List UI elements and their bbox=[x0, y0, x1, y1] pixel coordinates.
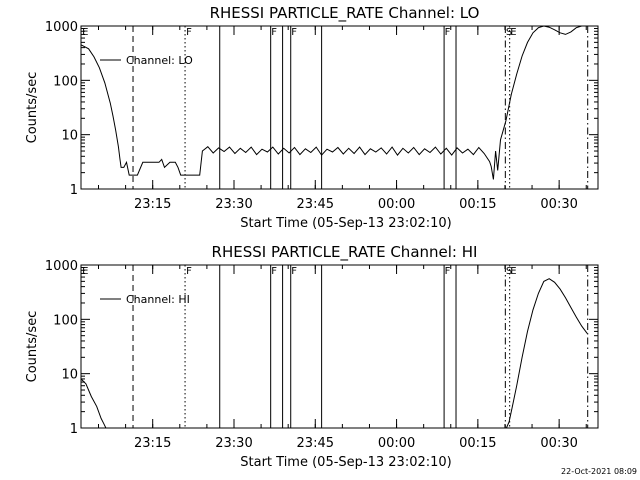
event-flag: F bbox=[291, 27, 297, 38]
chart-title: RHESSI PARTICLE_RATE Channel: LO bbox=[210, 4, 480, 23]
series-line bbox=[80, 25, 588, 180]
x-tick-label: 00:00 bbox=[378, 436, 415, 451]
x-tick-label: 23:45 bbox=[297, 197, 334, 212]
event-flag: F bbox=[291, 266, 297, 277]
y-tick-label: 1 bbox=[70, 422, 78, 437]
x-tick-label: 23:15 bbox=[134, 436, 171, 451]
legend-label: Channel: HI bbox=[126, 293, 190, 306]
event-flag: E bbox=[510, 27, 516, 38]
event-flag: S bbox=[506, 27, 512, 38]
y-tick-label: 100 bbox=[53, 313, 78, 328]
y-tick-label: 10 bbox=[61, 129, 78, 144]
event-flag: F bbox=[445, 27, 451, 38]
event-flag: F bbox=[271, 266, 277, 277]
x-tick-label: 00:30 bbox=[540, 197, 577, 212]
x-tick-label: 23:30 bbox=[215, 436, 252, 451]
x-tick-label: 23:30 bbox=[215, 197, 252, 212]
x-tick-label: 23:45 bbox=[297, 436, 334, 451]
legend-label: Channel: LO bbox=[126, 54, 193, 67]
x-axis-label: Start Time (05-Sep-13 23:02:10) bbox=[240, 455, 451, 470]
chart-panel-hi: RHESSI PARTICLE_RATE Channel: HI 1 10 100 10… bbox=[25, 243, 599, 470]
series-line bbox=[505, 278, 588, 429]
x-tick-label: 23:15 bbox=[134, 197, 171, 212]
x-axis-label: Start Time (05-Sep-13 23:02:10) bbox=[240, 216, 451, 231]
chart-title: RHESSI PARTICLE_RATE Channel: HI bbox=[212, 243, 478, 262]
event-flag: F bbox=[271, 27, 277, 38]
event-flag: F bbox=[186, 266, 192, 277]
x-tick-label: 00:15 bbox=[459, 197, 496, 212]
plot-frame bbox=[80, 264, 599, 429]
event-flag: E bbox=[82, 266, 88, 277]
y-tick-label: 10 bbox=[61, 368, 78, 383]
x-tick-label: 00:30 bbox=[540, 436, 577, 451]
series-line bbox=[80, 378, 107, 429]
event-flag: S bbox=[506, 266, 512, 277]
y-tick-label: 1 bbox=[70, 183, 78, 198]
y-axis-label: Counts/sec bbox=[25, 72, 40, 144]
event-flag: F bbox=[186, 27, 192, 38]
x-tick-label: 00:00 bbox=[378, 197, 415, 212]
y-tick-label: 1000 bbox=[45, 20, 78, 35]
y-tick-label: 1000 bbox=[45, 259, 78, 274]
x-tick-label: 00:15 bbox=[459, 436, 496, 451]
plot-frame bbox=[80, 25, 599, 190]
timestamp-footer: 22-Oct-2021 08:09 bbox=[561, 467, 637, 476]
event-flag: F bbox=[445, 266, 451, 277]
event-flag: E bbox=[82, 27, 88, 38]
event-flag: E bbox=[510, 266, 516, 277]
chart-panel-lo: RHESSI PARTICLE_RATE Channel: LO 1 10 100 10… bbox=[25, 4, 599, 231]
y-axis-label: Counts/sec bbox=[25, 311, 40, 383]
y-tick-label: 100 bbox=[53, 74, 78, 89]
